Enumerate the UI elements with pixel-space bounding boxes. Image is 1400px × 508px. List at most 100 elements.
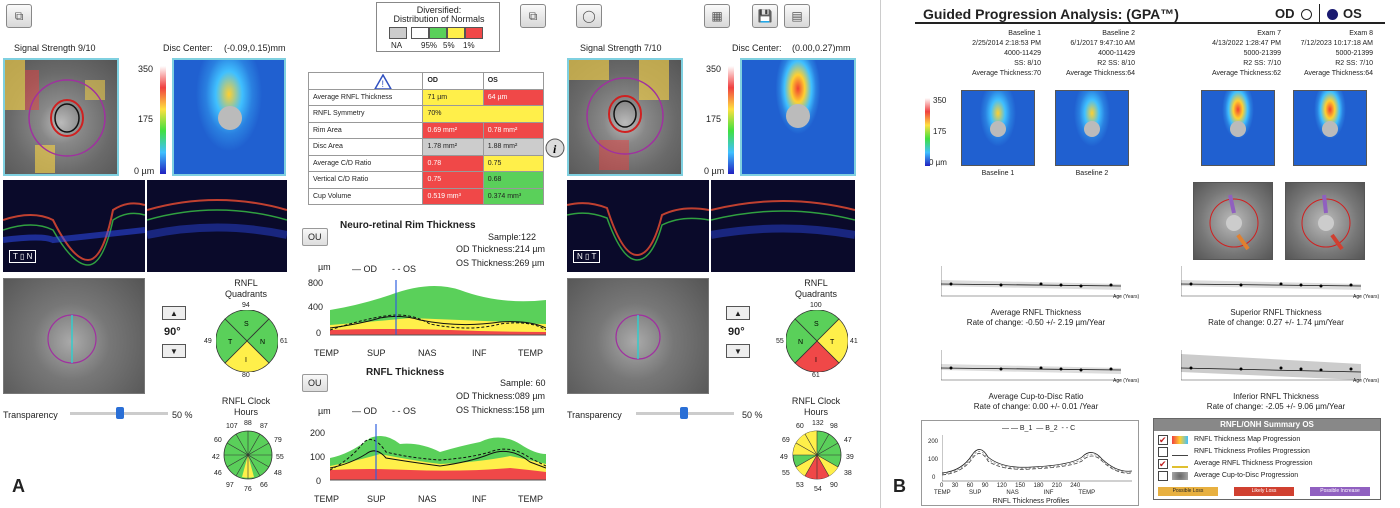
summary-item: RNFL Thickness Profiles Progression bbox=[1158, 447, 1378, 458]
bscan-circle-os bbox=[711, 180, 855, 272]
ou-button-rim[interactable]: OU bbox=[302, 228, 328, 246]
rim-xtick: NAS bbox=[418, 348, 437, 358]
fundus-thumb-exam8 bbox=[1285, 182, 1365, 260]
exam-caption: Baseline 2 bbox=[1075, 170, 1109, 177]
copy-icon[interactable]: ⧉ bbox=[520, 4, 546, 28]
scale-max: 350 bbox=[933, 96, 947, 105]
legend-na-swatch bbox=[389, 27, 407, 39]
info-icon[interactable]: i bbox=[545, 138, 565, 158]
gpa-header: Guided Progression Analysis: (GPA™) OD O… bbox=[915, 4, 1385, 24]
transparency-slider-thumb[interactable] bbox=[680, 407, 688, 419]
legend-green-swatch bbox=[429, 27, 447, 39]
rnfl-os-thickness: OS Thickness:158 µm bbox=[456, 405, 545, 415]
summary-checkbox[interactable] bbox=[1158, 471, 1168, 481]
trend-rate: Rate of change: 0.00 +/- 0.01 /Year bbox=[973, 402, 1099, 411]
rnfl-legend-os: - - OS bbox=[392, 406, 417, 416]
summary-item-label: RNFL Thickness Map Progression bbox=[1194, 436, 1301, 443]
clock-value: 39 bbox=[846, 454, 854, 461]
circle-tool-icon[interactable]: ◯ bbox=[576, 4, 602, 28]
orientation-nt: N ▯ T bbox=[573, 250, 601, 263]
scale-mid: 175 bbox=[138, 114, 154, 124]
fundus-thumb-exam7 bbox=[1193, 182, 1273, 260]
exam-serial: 4000-11429 bbox=[1004, 50, 1041, 57]
svg-text:i: i bbox=[553, 142, 557, 156]
rim-ytick: 400 bbox=[308, 302, 324, 312]
os-value: 1.88 mm² bbox=[482, 138, 545, 156]
bscan-tsnit-od: T ▯ N bbox=[3, 180, 145, 272]
thickness-scale-bar bbox=[160, 66, 166, 174]
quadrant-s-value: 100 bbox=[810, 302, 822, 309]
angle-value: 90° bbox=[728, 326, 745, 338]
angle-up-button[interactable]: ▲ bbox=[726, 306, 750, 320]
clock-value: 60 bbox=[796, 423, 804, 430]
age-axis-label: Age (Years) bbox=[1353, 378, 1380, 384]
angle-down-button[interactable]: ▼ bbox=[162, 344, 186, 358]
distribution-title: Diversified: bbox=[416, 5, 462, 15]
rnfl-legend-od: — OD bbox=[352, 406, 378, 416]
rnfl-chart-title: RNFL Thickness bbox=[366, 367, 445, 378]
quadrant-t-value: 41 bbox=[850, 338, 858, 345]
clock-value: 107 bbox=[226, 423, 238, 430]
clock-value: 55 bbox=[276, 454, 284, 461]
summary-item-icon bbox=[1172, 472, 1188, 480]
exam-ss: R2 SS: 7/10 bbox=[1243, 60, 1281, 67]
trend-title: Average Cup-to-Disc Ratio bbox=[988, 392, 1084, 401]
layers-icon[interactable]: ▤ bbox=[784, 4, 810, 28]
angle-up-button[interactable]: ▲ bbox=[162, 306, 186, 320]
age-axis-label: Age (Years) bbox=[1113, 294, 1140, 300]
os-value: 0.68 bbox=[482, 171, 545, 189]
rnfl-ytick: 100 bbox=[310, 452, 326, 462]
clock-value: 55 bbox=[782, 470, 790, 477]
export-icon[interactable]: ▦ bbox=[704, 4, 730, 28]
rnfl-xtick: TEMP bbox=[518, 494, 544, 504]
rim-ytick: 800 bbox=[308, 278, 324, 288]
exam-date: 2/25/2014 2:18:53 PM bbox=[972, 40, 1041, 47]
svg-text:T: T bbox=[830, 339, 835, 346]
legend-red-swatch bbox=[465, 27, 483, 39]
fundus-image-os[interactable] bbox=[567, 278, 709, 394]
svg-text:S: S bbox=[814, 321, 819, 328]
profile-ytick: 200 bbox=[928, 439, 939, 445]
trend-chart: Age (Years) Average RNFL Thickness Rate of… bbox=[931, 266, 1141, 336]
os-radio[interactable] bbox=[1327, 9, 1338, 20]
quadrant-t-value: 49 bbox=[204, 338, 212, 345]
panel-label-b: B bbox=[893, 476, 906, 496]
angle-down-button[interactable]: ▼ bbox=[726, 344, 750, 358]
angle-value: 90° bbox=[164, 326, 181, 338]
clock-value: 49 bbox=[780, 454, 788, 461]
transparency-slider-thumb[interactable] bbox=[116, 407, 124, 419]
signal-strength-os: Signal Strength 7/10 bbox=[580, 43, 662, 53]
fundus-deviation-map-od bbox=[3, 58, 119, 176]
transparency-label: Transparency bbox=[3, 410, 58, 420]
row-label: Cup Volume bbox=[307, 187, 424, 205]
bscan-circle-od bbox=[147, 180, 287, 272]
profile-ytick: 100 bbox=[928, 457, 939, 463]
transparency-value: 50 % bbox=[172, 410, 193, 420]
os-value: 0.75 bbox=[482, 154, 545, 172]
copy-icon[interactable]: ⧉ bbox=[6, 4, 32, 28]
rnfl-ytick: 200 bbox=[310, 428, 326, 438]
summary-checkbox[interactable] bbox=[1158, 447, 1168, 457]
summary-checkbox[interactable]: ✔ bbox=[1158, 435, 1168, 445]
quadrant-chart-od: S N I T bbox=[216, 310, 278, 372]
od-value: 0.69 mm² bbox=[422, 121, 484, 139]
table-row: RNFL Symmetry 70% bbox=[307, 105, 544, 123]
od-value: 0.78 bbox=[422, 154, 484, 172]
fundus-image-od[interactable] bbox=[3, 278, 145, 394]
fundus-deviation-map-os bbox=[567, 58, 683, 176]
ou-button-rnfl[interactable]: OU bbox=[302, 374, 328, 392]
save-icon[interactable]: 💾 bbox=[752, 4, 778, 28]
scale-mid: 175 bbox=[933, 127, 947, 136]
rnfl-ytick: 0 bbox=[316, 476, 322, 486]
summary-checkbox[interactable]: ✔ bbox=[1158, 459, 1168, 469]
possible-increase-label: Possible Increase bbox=[1310, 487, 1370, 496]
summary-box: RNFL/ONH Summary OS ✔ RNFL Thickness Map … bbox=[1153, 418, 1381, 500]
summary-item: ✔ RNFL Thickness Map Progression bbox=[1158, 435, 1378, 446]
rnfl-od-thickness: OD Thickness:089 µm bbox=[456, 391, 546, 401]
clock-value: 97 bbox=[226, 482, 234, 489]
thickness-map-thumb bbox=[1055, 90, 1129, 166]
table-row: Cup Volume 0.519 mm³ 0.374 mm³ bbox=[307, 187, 545, 205]
quadrant-s-value: 94 bbox=[242, 302, 250, 309]
od-radio[interactable] bbox=[1301, 9, 1312, 20]
os-label: OS bbox=[1343, 6, 1362, 21]
